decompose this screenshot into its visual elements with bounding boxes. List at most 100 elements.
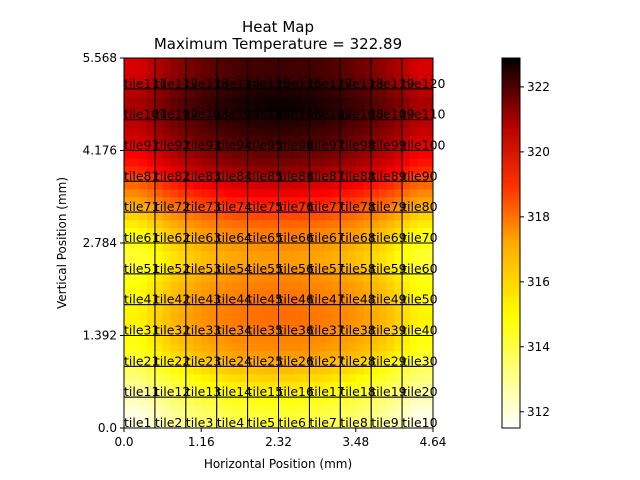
heat-cell	[170, 358, 179, 367]
heat-cell	[162, 258, 171, 267]
heat-cell	[255, 119, 264, 128]
heat-cell	[255, 281, 264, 290]
colorbar-tick-label: 316	[527, 275, 550, 289]
heat-cell	[317, 104, 326, 113]
heat-cell	[247, 58, 256, 67]
heat-cell	[131, 58, 140, 67]
heat-cell	[417, 304, 426, 313]
heat-cell	[363, 227, 372, 236]
heat-cell	[332, 397, 341, 406]
heat-cell	[263, 250, 272, 259]
heat-cell	[355, 389, 364, 398]
heat-cell	[216, 381, 225, 390]
heat-cell	[270, 381, 279, 390]
heat-cell	[124, 204, 133, 213]
heat-cell	[131, 304, 140, 313]
heat-cell	[301, 381, 310, 390]
heat-cell	[208, 243, 218, 252]
heat-cell	[324, 397, 333, 406]
heat-cell	[340, 358, 349, 367]
heat-cell	[309, 219, 318, 228]
heat-cell	[278, 142, 287, 151]
heat-cell	[185, 150, 194, 159]
heat-cell	[332, 173, 341, 182]
heat-cell	[239, 320, 249, 329]
heat-cell	[224, 204, 233, 213]
heat-cell	[270, 96, 279, 105]
heat-cell	[131, 65, 140, 74]
heat-cell	[332, 58, 341, 67]
heat-cell	[425, 389, 434, 398]
colorbar-tick-label: 318	[527, 210, 550, 224]
heat-cell	[371, 150, 380, 159]
heat-cell	[332, 404, 341, 413]
heat-cell	[402, 142, 411, 151]
heat-cell	[178, 189, 187, 198]
heat-cell	[170, 312, 179, 321]
heat-cell	[208, 181, 218, 190]
heat-cell	[332, 296, 341, 306]
heat-cell	[394, 204, 403, 213]
heat-cell	[355, 335, 364, 344]
heat-cell	[147, 343, 156, 352]
heat-cell	[131, 158, 140, 167]
heat-cell	[309, 327, 318, 336]
heat-cell	[317, 374, 326, 383]
heat-cell	[386, 104, 395, 113]
heat-cell	[278, 96, 287, 105]
heat-cell	[178, 150, 187, 159]
heat-cell	[409, 258, 418, 267]
heat-cell	[208, 404, 218, 413]
heat-cell	[139, 204, 148, 213]
heat-cell	[340, 343, 349, 352]
heat-cell	[409, 404, 418, 413]
heat-cell	[363, 111, 372, 121]
heat-cell	[309, 374, 318, 383]
heat-cell	[139, 397, 148, 406]
heat-cell	[139, 235, 148, 244]
heat-cell	[324, 119, 333, 128]
heat-cell	[185, 135, 194, 144]
heat-cell	[162, 320, 171, 329]
heat-cell	[324, 219, 333, 228]
heat-cell	[239, 273, 249, 282]
heat-cell	[255, 404, 264, 413]
heat-cell	[263, 404, 272, 413]
heat-cell	[402, 119, 411, 128]
heat-cell	[394, 58, 403, 67]
heat-cell	[409, 150, 418, 159]
heat-cell	[409, 366, 418, 375]
heat-cell	[232, 88, 241, 97]
tile-label: tile111	[124, 76, 167, 91]
heat-cell	[317, 212, 326, 221]
heat-cell	[185, 381, 194, 390]
heat-cell	[402, 243, 411, 252]
heat-cell	[317, 135, 326, 144]
heat-cell	[348, 320, 357, 329]
heat-cell	[340, 289, 349, 298]
tile-label: tile22	[155, 353, 190, 368]
heat-cell	[371, 212, 380, 221]
heat-cell	[348, 343, 357, 352]
heat-cell	[154, 335, 164, 344]
heat-cell	[124, 150, 133, 159]
heat-cell	[371, 273, 380, 282]
heat-cell	[386, 366, 395, 375]
heat-cell	[309, 127, 318, 136]
heat-cell	[340, 189, 349, 198]
heat-cell	[147, 165, 156, 175]
heat-cell	[371, 58, 380, 67]
heat-cell	[232, 350, 241, 360]
heat-cell	[386, 250, 395, 259]
heat-cell	[255, 258, 264, 267]
heat-cell	[402, 189, 411, 198]
heat-cell	[378, 258, 388, 267]
heat-cell	[278, 397, 287, 406]
heat-cell	[317, 312, 326, 321]
heat-cell	[247, 189, 256, 198]
heat-cell	[417, 358, 426, 367]
tile-label: tile114	[217, 76, 260, 91]
heat-cell	[139, 135, 148, 144]
heat-cell	[178, 58, 187, 67]
heat-cell	[340, 88, 349, 97]
